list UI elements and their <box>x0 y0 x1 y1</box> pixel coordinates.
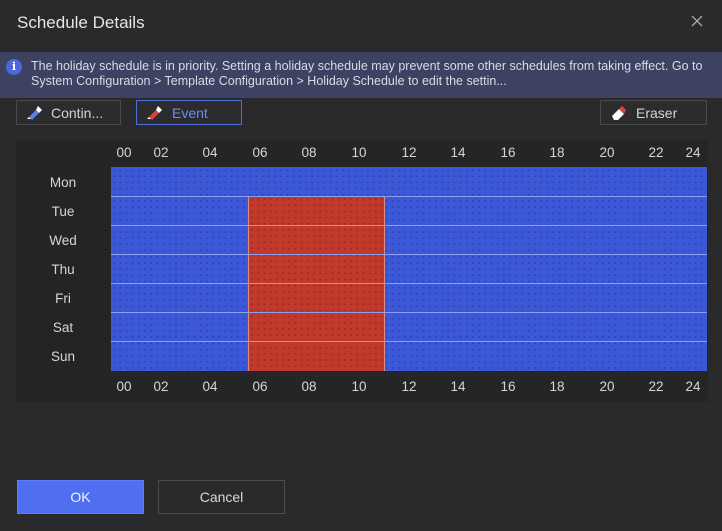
row-divider <box>111 225 707 226</box>
hour-label: 08 <box>301 145 317 160</box>
hour-label: 24 <box>685 379 701 394</box>
hour-label: 14 <box>450 145 466 160</box>
day-label-sat: Sat <box>16 313 110 342</box>
hour-label: 16 <box>500 379 516 394</box>
hour-label: 00 <box>116 145 132 160</box>
event-tool-label: Event <box>172 105 208 121</box>
hour-label: 00 <box>116 379 132 394</box>
brush-icon <box>27 106 42 120</box>
hour-label: 10 <box>351 145 367 160</box>
row-divider <box>111 254 707 255</box>
hour-label: 10 <box>351 379 367 394</box>
eraser-icon <box>612 106 626 120</box>
close-icon[interactable] <box>690 14 706 30</box>
hour-label: 22 <box>648 379 664 394</box>
continuous-tool-button[interactable]: Contin... <box>16 100 121 125</box>
day-label-fri: Fri <box>16 284 110 313</box>
row-divider <box>111 341 707 342</box>
hour-label: 18 <box>549 379 565 394</box>
day-label-wed: Wed <box>16 226 110 255</box>
hour-label: 16 <box>500 145 516 160</box>
notice-text: The holiday schedule is in priority. Set… <box>31 59 703 88</box>
hour-label: 12 <box>401 379 417 394</box>
row-divider <box>111 196 707 197</box>
hour-label: 06 <box>252 379 268 394</box>
hour-label: 24 <box>685 145 701 160</box>
eraser-tool-button[interactable]: Eraser <box>600 100 707 125</box>
hour-label: 06 <box>252 145 268 160</box>
holiday-notice-banner: i The holiday schedule is in priority. S… <box>0 52 722 98</box>
hour-label: 08 <box>301 379 317 394</box>
row-divider <box>111 312 707 313</box>
hour-label: 20 <box>599 379 615 394</box>
continuous-tool-label: Contin... <box>51 105 104 121</box>
ok-button[interactable]: OK <box>17 480 144 514</box>
info-icon: i <box>6 59 22 75</box>
hour-axis-top: 00 02 04 06 08 10 12 14 16 18 20 22 24 <box>0 145 722 165</box>
cancel-button[interactable]: Cancel <box>158 480 285 514</box>
hour-label: 04 <box>202 379 218 394</box>
hour-label: 04 <box>202 145 218 160</box>
dialog-title: Schedule Details <box>17 13 145 32</box>
brush-icon <box>147 106 162 120</box>
hour-label: 20 <box>599 145 615 160</box>
weekly-schedule-grid[interactable] <box>111 167 707 371</box>
day-label-tue: Tue <box>16 197 110 226</box>
hour-label: 22 <box>648 145 664 160</box>
day-label-mon: Mon <box>16 168 110 197</box>
hour-label: 02 <box>153 379 169 394</box>
hour-label: 02 <box>153 145 169 160</box>
day-label-thu: Thu <box>16 255 110 284</box>
hour-axis-bottom: 00 02 04 06 08 10 12 14 16 18 20 22 24 <box>0 379 722 399</box>
day-label-sun: Sun <box>16 342 110 371</box>
eraser-tool-label: Eraser <box>636 105 678 121</box>
hour-label: 18 <box>549 145 565 160</box>
hour-label: 14 <box>450 379 466 394</box>
event-tool-button[interactable]: Event <box>136 100 242 125</box>
hour-label: 12 <box>401 145 417 160</box>
row-divider <box>111 283 707 284</box>
